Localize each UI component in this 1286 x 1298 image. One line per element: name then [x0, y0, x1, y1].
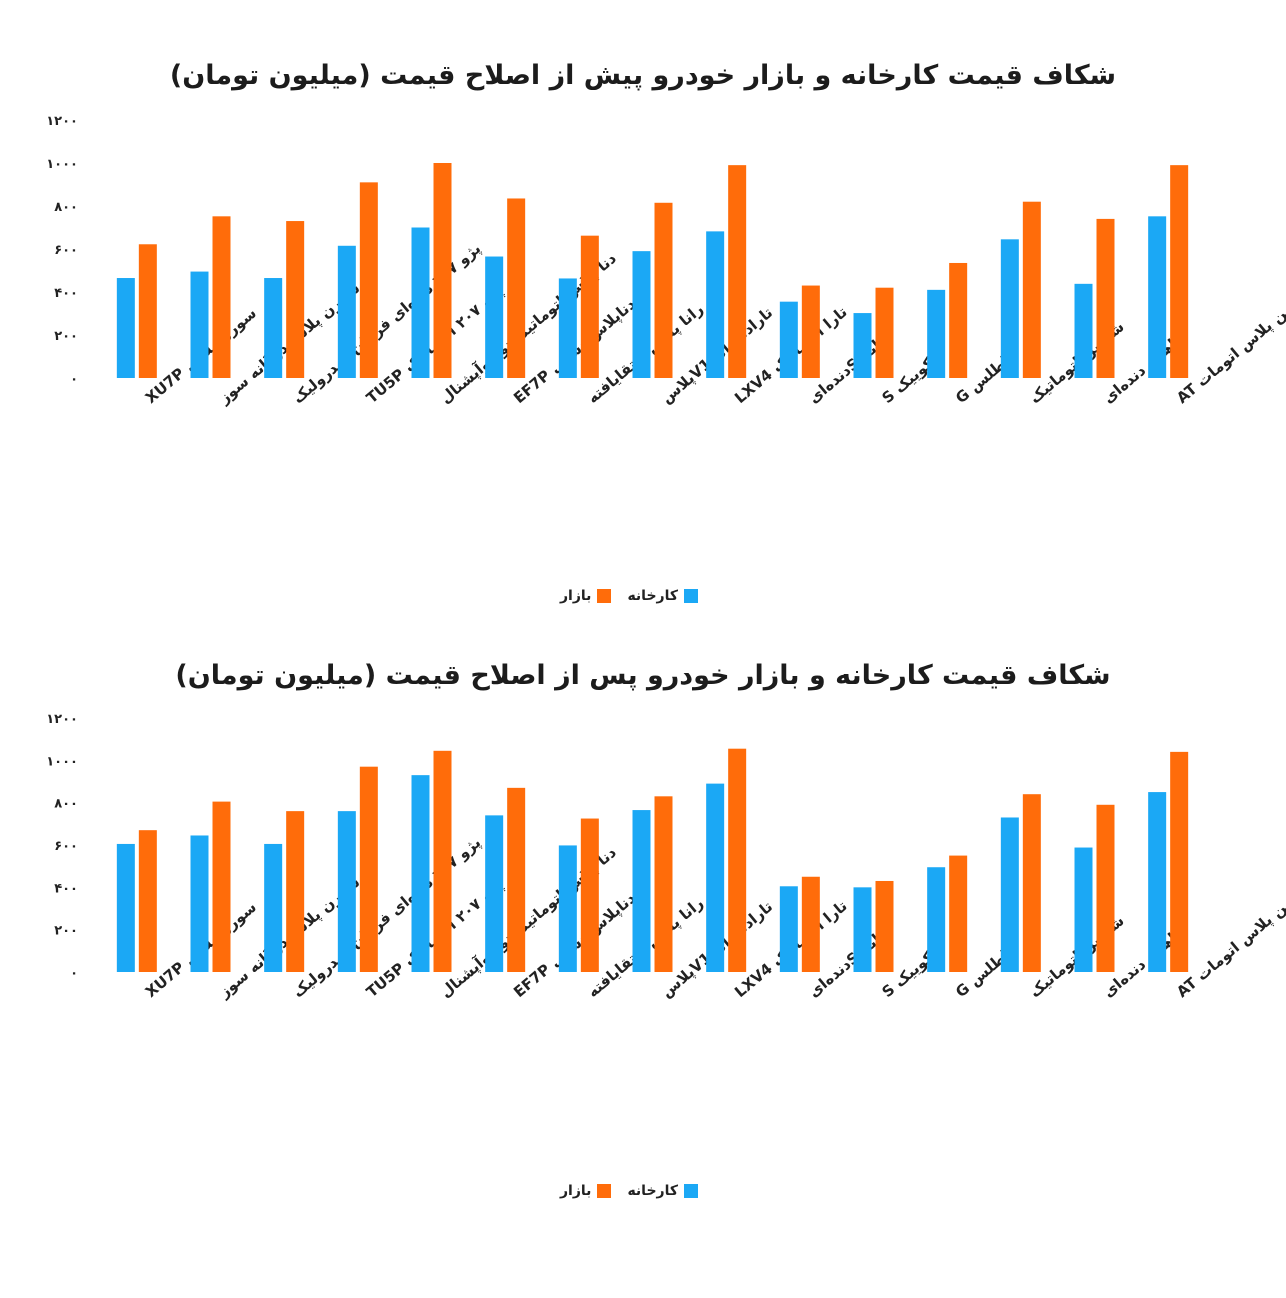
legend-label-market: بازار — [560, 1183, 592, 1199]
bar-factory — [558, 845, 577, 972]
legend-swatch-market — [597, 589, 612, 603]
chart-legend: کارخانه بازار — [560, 1183, 698, 1199]
y-tick-label: ۴۰۰ — [54, 881, 78, 896]
bar-market — [801, 285, 820, 378]
bar-market — [728, 165, 747, 378]
bar-factory — [853, 313, 872, 378]
legend-label-market: بازار — [560, 588, 592, 604]
bar-factory — [116, 278, 135, 378]
x-tick-label: شاهین پلاس اتومات AT — [1173, 875, 1286, 1002]
bar-factory — [1000, 817, 1019, 972]
bar-factory — [927, 867, 946, 972]
bar-factory — [485, 256, 504, 378]
bar-factory — [1074, 283, 1093, 378]
bar-factory — [337, 245, 356, 378]
bar-factory — [1074, 847, 1093, 972]
bar-market — [801, 876, 820, 972]
legend-label-factory: کارخانه — [627, 1183, 678, 1199]
bar-market — [1096, 804, 1115, 972]
chart-legend: کارخانه بازار — [560, 588, 698, 604]
bar-factory — [190, 271, 209, 378]
y-tick-label: ۸۰۰ — [54, 200, 78, 215]
bar-market — [433, 163, 452, 378]
chart-title: شکاف قیمت کارخانه و بازار خودرو پس از اص… — [175, 660, 1111, 691]
y-tick-label: ۱۲۰۰ — [46, 712, 78, 727]
bar-market — [728, 748, 747, 972]
legend-item-market: بازار — [560, 588, 612, 604]
bar-factory — [411, 775, 430, 972]
bar-market — [1096, 218, 1115, 378]
legend-item-market: بازار — [560, 1183, 612, 1199]
bar-market — [949, 262, 968, 378]
bar-factory — [190, 835, 209, 972]
bar-market — [654, 796, 673, 972]
bar-factory — [558, 278, 577, 378]
bar-market — [580, 818, 599, 972]
chart-title: شکاف قیمت کارخانه و بازار خودرو پیش از ا… — [169, 60, 1117, 91]
bar-market — [212, 801, 231, 972]
legend-swatch-factory — [684, 589, 698, 603]
bar-market — [507, 787, 526, 972]
bar-market — [875, 880, 894, 972]
legend-item-factory: کارخانه — [627, 588, 698, 604]
bar-market — [359, 182, 378, 378]
bar-factory — [632, 810, 651, 972]
bar-market — [138, 244, 157, 378]
bar-market — [875, 287, 894, 378]
y-tick-label: ۲۰۰ — [54, 924, 78, 939]
bar-factory — [337, 811, 356, 972]
bar-market — [507, 198, 526, 378]
bar-factory — [779, 886, 798, 972]
legend-swatch-factory — [684, 1184, 698, 1198]
y-tick-label: ۸۰۰ — [54, 797, 78, 812]
bar-factory — [706, 783, 725, 972]
bar-market — [359, 766, 378, 972]
y-tick-label: ۱۲۰۰ — [46, 114, 78, 129]
y-tick-label: ۶۰۰ — [54, 839, 78, 854]
chart-before: شکاف قیمت کارخانه و بازار خودرو پیش از ا… — [0, 0, 1286, 620]
bar-factory — [706, 231, 725, 378]
y-tick-label: ۱۰۰۰ — [46, 754, 78, 769]
bar-market — [654, 202, 673, 378]
bar-factory — [1148, 792, 1167, 972]
bar-market — [1170, 751, 1189, 972]
y-tick-label: ۱۰۰۰ — [46, 157, 78, 172]
chart-after: شکاف قیمت کارخانه و بازار خودرو پس از اص… — [0, 640, 1286, 1260]
bar-market — [286, 221, 305, 378]
bar-market — [212, 216, 231, 378]
x-tick-label: شاهین پلاس اتومات AT — [1173, 281, 1286, 408]
bar-market — [286, 811, 305, 972]
bar-factory — [264, 278, 283, 378]
bar-market — [580, 235, 599, 378]
bar-factory — [779, 301, 798, 378]
bar-factory — [264, 843, 283, 972]
bar-factory — [116, 843, 135, 972]
bar-factory — [632, 251, 651, 378]
bar-factory — [485, 815, 504, 972]
legend-label-factory: کارخانه — [627, 588, 678, 604]
bar-market — [1022, 201, 1041, 378]
legend-swatch-market — [597, 1184, 612, 1198]
bar-factory — [411, 227, 430, 378]
bar-market — [949, 855, 968, 972]
bar-market — [433, 750, 452, 972]
y-tick-label: ۲۰۰ — [54, 329, 78, 344]
y-tick-label: ۴۰۰ — [54, 286, 78, 301]
bar-factory — [927, 289, 946, 378]
bar-factory — [1148, 216, 1167, 378]
bar-market — [1022, 794, 1041, 972]
y-tick-label: ۰ — [70, 966, 78, 981]
bar-market — [138, 830, 157, 972]
y-tick-label: ۶۰۰ — [54, 243, 78, 258]
bar-factory — [853, 887, 872, 972]
bar-factory — [1000, 239, 1019, 378]
bar-market — [1170, 165, 1189, 378]
y-tick-label: ۰ — [70, 372, 78, 387]
legend-item-factory: کارخانه — [627, 1183, 698, 1199]
